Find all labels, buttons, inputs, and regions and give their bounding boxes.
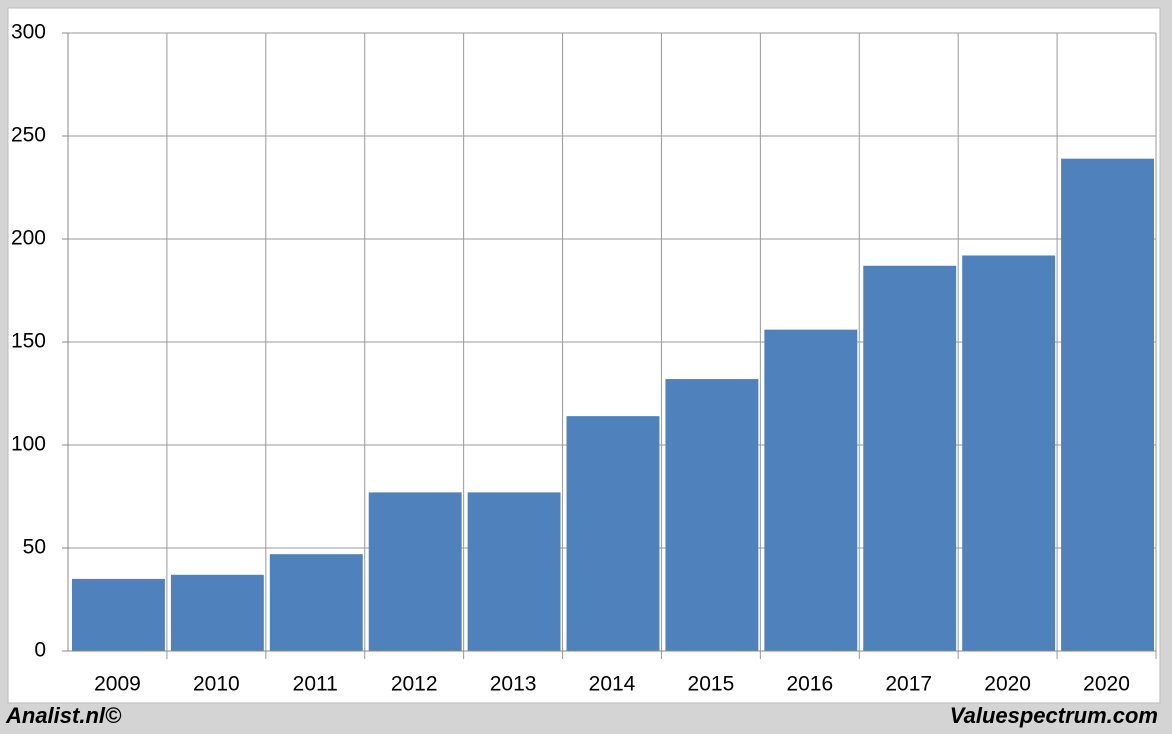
bar — [863, 265, 957, 651]
bar — [170, 574, 264, 651]
x-tick-label: 2011 — [293, 673, 338, 696]
x-tick-label: 2009 — [94, 673, 141, 696]
bar — [962, 255, 1056, 652]
x-tick-label: 2013 — [490, 673, 537, 696]
y-tick-label: 200 — [11, 227, 46, 250]
bar — [368, 492, 462, 651]
y-tick-label: 300 — [11, 21, 46, 44]
bar — [665, 379, 759, 651]
y-tick-label: 250 — [11, 124, 46, 147]
x-tick-label: 2017 — [885, 673, 932, 696]
y-tick-label: 100 — [11, 433, 46, 456]
footer-left: Analist.nl© — [5, 703, 122, 728]
x-tick-label: 2014 — [589, 673, 636, 696]
bar — [1061, 158, 1154, 651]
y-tick-label: 50 — [23, 536, 46, 559]
bar — [269, 554, 363, 651]
x-tick-label: 2012 — [391, 673, 438, 696]
bar — [72, 578, 165, 651]
bar — [764, 329, 858, 651]
footer-right: Valuespectrum.com — [950, 703, 1158, 728]
x-tick-label: 2016 — [786, 673, 833, 696]
x-tick-label: 2010 — [193, 673, 240, 696]
bar — [566, 416, 660, 651]
bar — [467, 492, 561, 651]
x-tick-label: 2020 — [1083, 673, 1130, 696]
x-tick-label: 2015 — [688, 673, 735, 696]
y-tick-label: 0 — [34, 639, 46, 662]
y-tick-label: 150 — [11, 330, 46, 353]
x-tick-label: 2020 — [984, 673, 1031, 696]
